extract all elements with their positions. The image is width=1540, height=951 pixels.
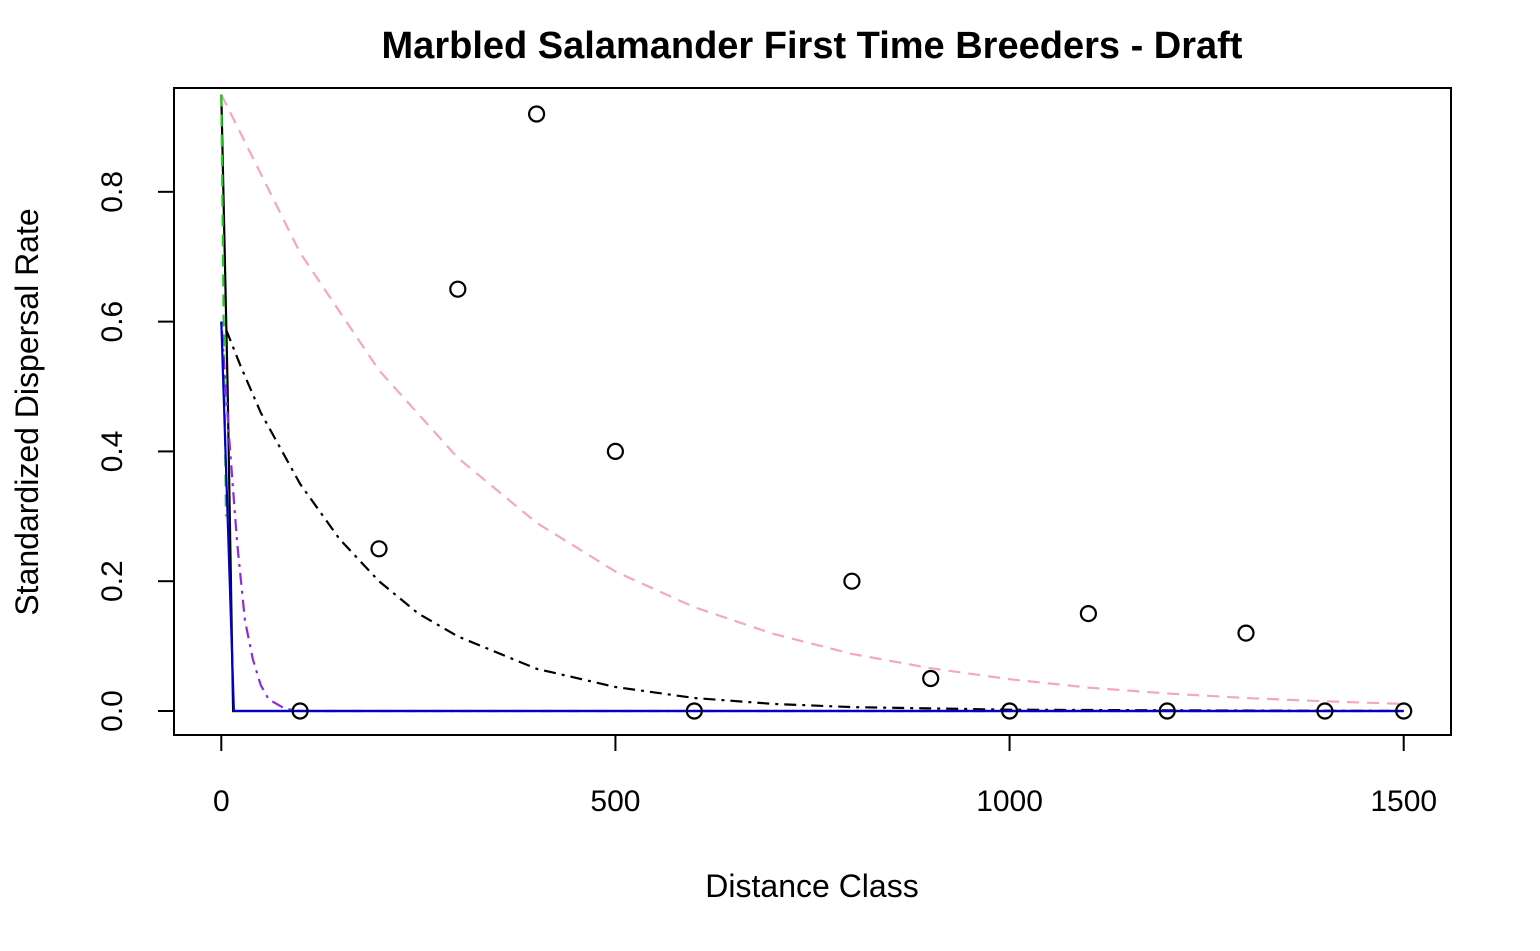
y-axis: 0.0 0.2 0.4 0.6 0.8 — [96, 171, 175, 732]
data-point — [370, 540, 388, 558]
data-point — [527, 105, 546, 123]
chart-title: Marbled Salamander First Time Breeders -… — [382, 25, 1243, 67]
y-axis-label: Standardized Dispersal Rate — [9, 208, 45, 615]
data-point — [1158, 702, 1176, 720]
data-point — [922, 669, 940, 688]
x-tick-label: 500 — [590, 785, 640, 818]
data-point — [843, 572, 861, 590]
x-tick-label: 1500 — [1370, 785, 1437, 818]
y-tick-label: 0.0 — [96, 690, 129, 732]
y-tick-label: 0.6 — [96, 301, 129, 343]
data-point — [606, 442, 625, 460]
series-line-6 — [220, 321, 1404, 713]
x-tick-label: 1000 — [976, 785, 1043, 818]
series-layer — [220, 94, 1404, 713]
points-layer — [291, 105, 1413, 720]
data-point — [685, 702, 703, 720]
data-point — [291, 702, 309, 720]
data-point — [1316, 702, 1334, 720]
data-point — [1395, 702, 1413, 720]
data-point — [1237, 624, 1255, 642]
y-tick-label: 0.4 — [96, 431, 129, 473]
data-point — [1000, 702, 1019, 720]
series-line-3 — [220, 94, 1404, 713]
series-line-2 — [221, 321, 1404, 713]
x-tick-label: 0 — [213, 785, 230, 818]
plot-frame — [173, 87, 1452, 736]
x-axis: 0 500 1000 1500 — [213, 734, 1437, 818]
series-line-1 — [220, 94, 1404, 705]
series-line-4 — [220, 94, 228, 517]
data-point — [1079, 604, 1098, 623]
data-point — [449, 280, 467, 298]
x-axis-label: Distance Class — [705, 868, 918, 904]
y-tick-label: 0.2 — [96, 560, 129, 602]
series-line-5 — [220, 321, 1404, 713]
y-tick-label: 0.8 — [96, 171, 129, 213]
